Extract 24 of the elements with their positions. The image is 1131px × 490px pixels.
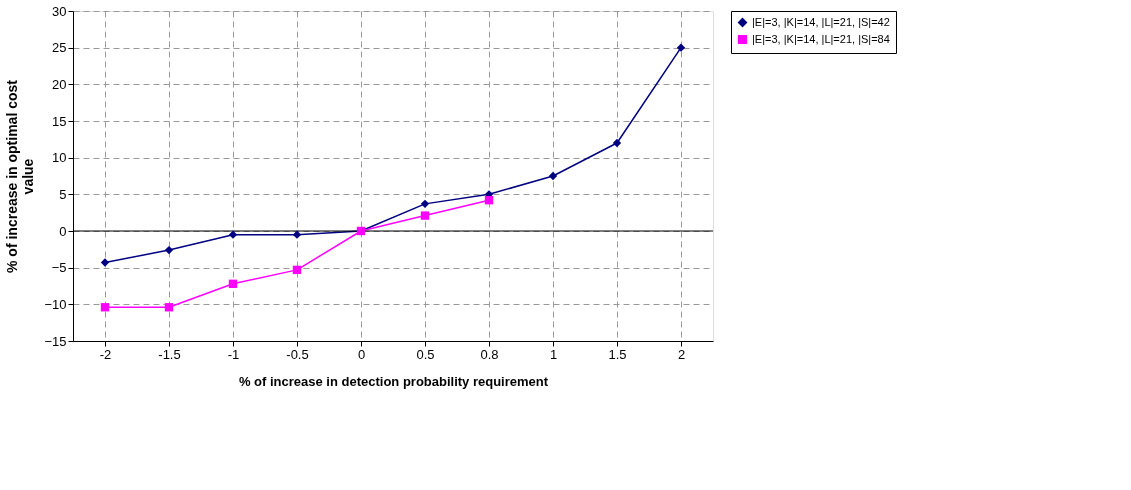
x-tick-label: 1.5: [608, 346, 627, 362]
x-tick-label: -2: [99, 346, 112, 362]
x-axis-title: % of increase in detection probability requirement: [238, 373, 549, 389]
y-tick-label: 25: [52, 40, 67, 56]
x-tick-label: -1.5: [158, 346, 181, 362]
y-tick-label: 30: [52, 3, 67, 19]
y-tick-label: 15: [52, 113, 67, 129]
x-tick-label: 2: [677, 346, 686, 362]
x-tick-label: 1: [549, 346, 558, 362]
y-tick-label: 10: [52, 150, 67, 166]
x-tick-label: -0.5: [286, 346, 309, 362]
x-tick-label: 0.5: [416, 346, 435, 362]
y-tick-label: −10: [44, 296, 67, 312]
y-tick-label: 5: [59, 186, 67, 202]
x-tick-label: 0.8: [480, 346, 499, 362]
legend-label: |E|=3, |K|=14, |L|=21, |S|=84: [752, 32, 890, 45]
y-tick-label: 0: [59, 223, 67, 239]
x-tick-label: -1: [227, 346, 240, 362]
legend-label: |E|=3, |K|=14, |L|=21, |S|=42: [752, 15, 890, 28]
y-tick-label: −15: [44, 333, 67, 349]
y-tick-label: 20: [52, 76, 67, 92]
y-tick-label: −5: [51, 260, 67, 276]
x-tick-label: 0: [357, 346, 366, 362]
y-axis-title: % of increase in optimal cost value: [4, 79, 37, 273]
